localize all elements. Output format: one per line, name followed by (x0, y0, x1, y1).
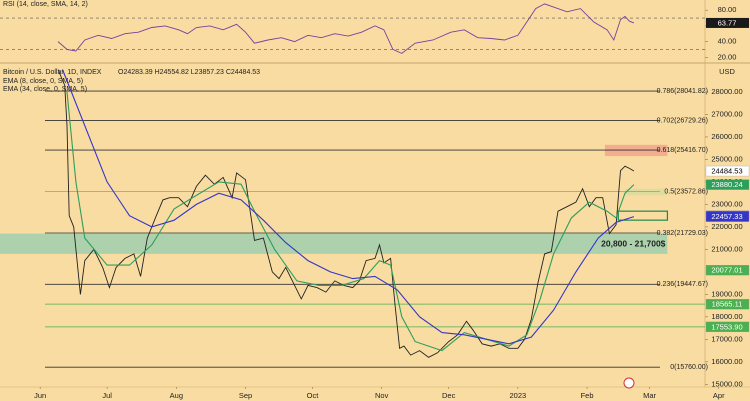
y-tick-label: 22000.00 (711, 222, 742, 231)
y-tick-label: 20.00 (718, 52, 737, 61)
fib-label: 0(15760.00) (670, 364, 708, 371)
series-line (61, 69, 635, 345)
y-tick-label: 40.00 (718, 37, 737, 46)
price-tag (705, 321, 750, 333)
y-tick-label: 17000.00 (711, 334, 742, 343)
price-tag (705, 211, 750, 222)
zone (617, 210, 669, 221)
price-tag (705, 179, 750, 190)
x-tick-label: Jun (34, 391, 46, 400)
x-tick-label: Dec (442, 391, 456, 400)
price-tag-label: 23880.24 (711, 180, 742, 189)
legend-entry: EMA (34, close, 0, SMA, 5) (3, 86, 87, 93)
plot-area (0, 69, 705, 368)
x-tick-label: Apr (713, 391, 725, 400)
series-line (57, 69, 635, 358)
price-tag-label: 24484.53 (711, 167, 742, 176)
price-tag (705, 165, 750, 177)
y-tick-label: 23000.00 (711, 199, 742, 208)
x-tick-label: Jul (102, 391, 112, 400)
x-tick-label: Nov (375, 391, 389, 400)
logo-icon (623, 377, 635, 389)
zone (0, 233, 668, 254)
fib-label: 0.5(23572.86) (664, 188, 708, 195)
plot-area (0, 3, 705, 54)
price-tag (705, 298, 750, 310)
y-tick-label: 21000.00 (711, 244, 742, 253)
ohlc: O24283.39 H24554.82 L23857.23 C24484.53 (118, 69, 260, 76)
rsi-title: RSI (14, close, SMA, 14, 2) (3, 1, 88, 8)
y-tick-label: 16000.00 (711, 357, 742, 366)
y-tick-label: 80.00 (718, 5, 737, 14)
currency: USD (719, 67, 735, 76)
price-tag-label: 17553.90 (711, 322, 742, 331)
x-tick-label: Mar (643, 391, 656, 400)
y-tick-label: 28000.00 (711, 87, 742, 96)
x-tick-label: Oct (307, 391, 320, 400)
fib-label: 0.236(19447.67) (657, 281, 708, 288)
fib-label: 0.702(26729.26) (657, 117, 708, 124)
legend-title: Bitcoin / U.S. Dollar, 1D, INDEX (3, 69, 102, 76)
price-tag (705, 264, 750, 276)
y-tick-label: 19000.00 (711, 289, 742, 298)
value-tag (706, 17, 749, 28)
zone-label: 20,800 - 21,700$ (601, 239, 666, 249)
y-tick-label: 25000.00 (711, 154, 742, 163)
fib-label: 0.786(28041.82) (657, 88, 708, 95)
x-tick-label: Feb (581, 391, 594, 400)
y-tick-label: 15000.00 (711, 379, 742, 388)
x-tick-label: Aug (170, 391, 183, 400)
y-tick-label: 18000.00 (711, 312, 742, 321)
series-line (57, 3, 635, 54)
series-line (66, 91, 635, 352)
value-tag-label: 63.77 (718, 18, 737, 27)
legend-entry: EMA (8, close, 0, SMA, 5) (3, 78, 83, 85)
x-tick-label: 2023 (510, 391, 527, 400)
price-tag-label: 22457.33 (711, 212, 742, 221)
price-tag-label: 18565.11 (712, 300, 743, 309)
y-tick-label: 26000.00 (711, 132, 742, 141)
price-tag-label: 20077.01 (711, 266, 742, 275)
fib-label: 0.618(25416.70) (657, 147, 708, 154)
zone (625, 188, 668, 196)
y-tick-label: 27000.00 (711, 109, 742, 118)
fib-label: 0.382(21729.03) (657, 230, 708, 237)
x-tick-label: Sep (239, 391, 252, 400)
